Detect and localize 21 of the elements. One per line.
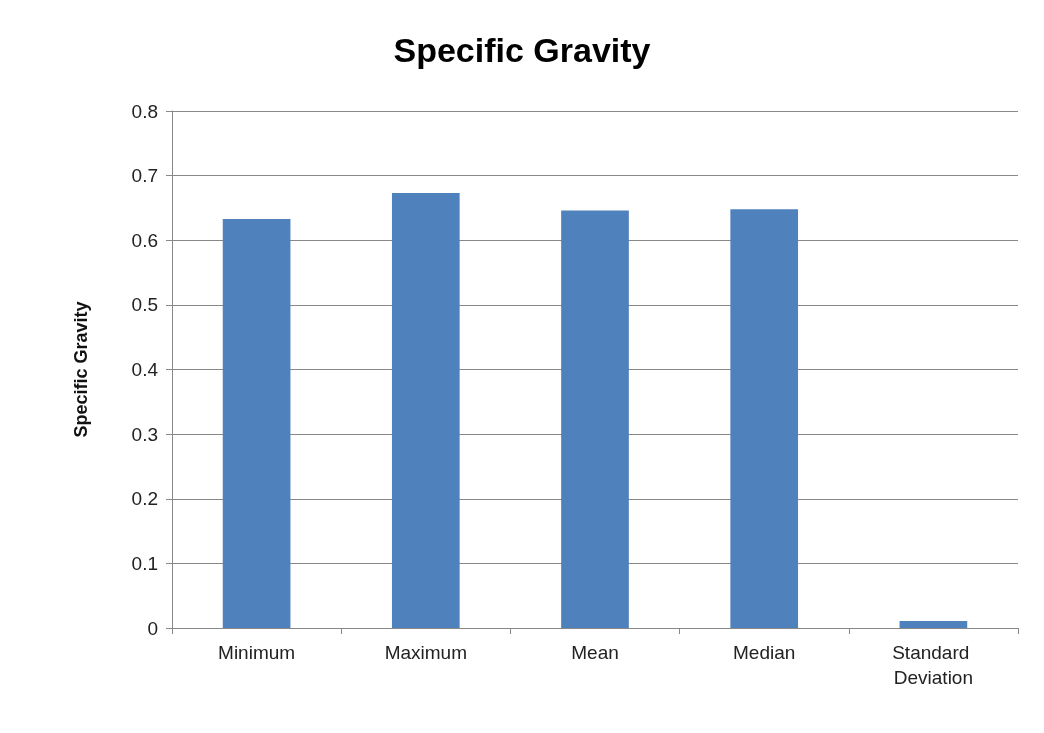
y-tick-label: 0.6: [131, 229, 158, 251]
x-tick-label: Maximum: [384, 642, 467, 663]
x-tick-label: Mean: [571, 642, 619, 663]
y-tick-label: 0.2: [131, 488, 158, 510]
y-tick-label: 0.8: [131, 100, 158, 122]
x-tick-label: Minimum: [218, 642, 296, 663]
y-tick-label: 0: [147, 617, 158, 639]
bar: [391, 193, 460, 628]
y-axis-title: Specific Gravity: [71, 301, 91, 438]
y-tick-label: 0.3: [131, 423, 158, 445]
bar: [561, 210, 629, 628]
y-tick-label: 0.4: [131, 359, 159, 380]
y-tick-label: 0.5: [131, 294, 158, 316]
bar: [222, 218, 291, 628]
chart-title: Specific Gravity: [393, 31, 651, 69]
x-tick-label: Standard Deviation: [892, 642, 975, 688]
y-tick-label: 0.7: [131, 165, 158, 187]
y-tick-label: 0.1: [131, 552, 158, 574]
bar: [730, 209, 799, 628]
bar: [899, 620, 968, 628]
x-tick-label: Median: [733, 642, 796, 663]
